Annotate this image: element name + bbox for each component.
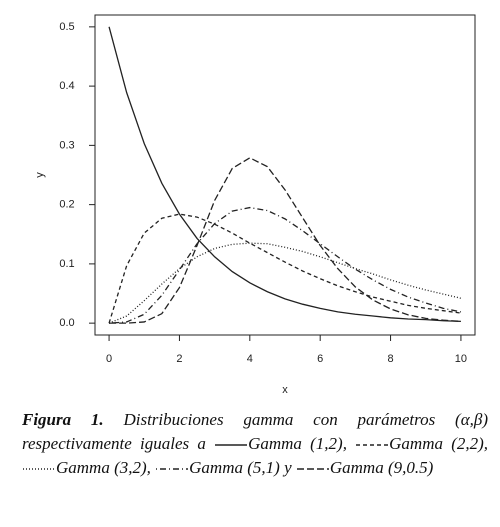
caption-join: , <box>146 458 151 477</box>
x-tick-label: 4 <box>247 353 253 365</box>
y-tick-label: 0.2 <box>59 199 74 211</box>
legend-swatch <box>356 444 389 446</box>
line-series <box>109 157 461 324</box>
legend-swatch <box>156 468 189 470</box>
caption-join: , <box>483 434 489 453</box>
legend-label: Gamma (3,2) <box>56 458 147 477</box>
caption-join: , <box>342 434 347 453</box>
y-tick-label: 0.0 <box>59 317 74 329</box>
plot-frame <box>94 14 476 336</box>
caption-label: Figura 1. <box>22 410 104 429</box>
y-tick-label: 0.1 <box>59 258 74 270</box>
y-tick-label: 0.4 <box>59 80 74 92</box>
x-tick-label: 2 <box>176 353 182 365</box>
line-series <box>109 206 462 324</box>
x-axis-label: x <box>282 384 288 396</box>
line-series <box>108 26 461 323</box>
x-tick-label: 6 <box>317 353 323 365</box>
legend-label: Gamma (1,2) <box>248 434 343 453</box>
chart: x y 0.0 0.1 0.2 0.3 0.4 0.5 0 2 4 6 8 10 <box>34 14 476 396</box>
caption-join: y <box>284 458 292 477</box>
legend-label: Gamma (2,2) <box>389 434 484 453</box>
legend-label: Gamma (5,1) <box>189 458 280 477</box>
caption: Figura 1. Distribuciones gamma con parám… <box>22 408 488 480</box>
x-tick-label: 0 <box>106 353 112 365</box>
y-axis-label: y <box>34 172 46 178</box>
x-tick-label: 8 <box>387 353 393 365</box>
legend-swatch <box>296 468 329 470</box>
y-tick-label: 0.5 <box>59 21 74 33</box>
line-series <box>108 213 462 324</box>
caption-text: Distribuciones gamma con parámetros (α,β… <box>22 410 488 453</box>
line-series <box>108 242 462 324</box>
legend-swatch <box>215 444 248 446</box>
legend-swatch <box>23 468 55 470</box>
x-tick-label: 10 <box>455 353 467 365</box>
legend-label: Gamma (9,0.5) <box>329 458 434 477</box>
y-tick-label: 0.3 <box>59 139 74 151</box>
